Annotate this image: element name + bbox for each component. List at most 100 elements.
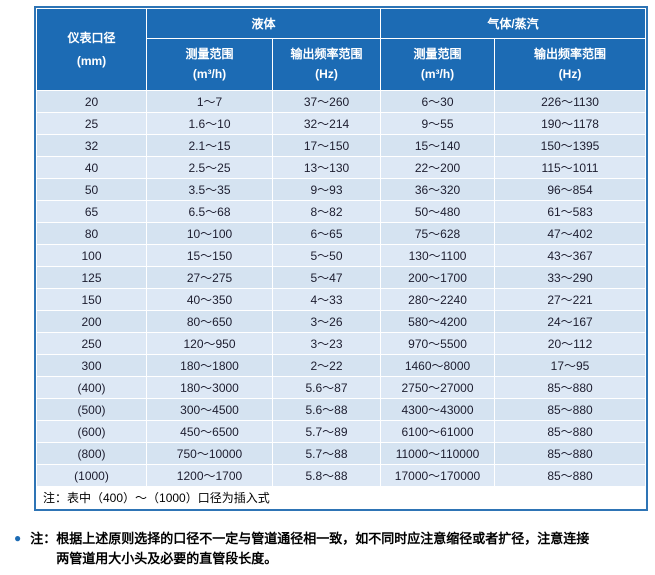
table-row: (600) 450～6500 5.7～89 6100～61000 85～880 [36, 420, 646, 443]
cell-liquid-range: 80～650 [146, 310, 273, 333]
cell-liquid-range: 450～6500 [146, 420, 273, 443]
cell-gas-freq: 226～1130 [494, 90, 646, 113]
cell-gas-range: 280～2240 [380, 288, 496, 311]
cell-liquid-range: 1.6～10 [146, 112, 273, 135]
header-liquid: 液体 [145, 8, 382, 39]
cell-gas-freq: 33～290 [494, 266, 646, 289]
header-caliber: 仪表口径 (mm) [36, 8, 147, 91]
table-row: 80 10～100 6～65 75～628 47～402 [36, 222, 646, 245]
table-row: (500) 300～4500 5.6～88 4300～43000 85～880 [36, 398, 646, 421]
cell-caliber: 125 [36, 266, 147, 289]
cell-liquid-range: 27～275 [146, 266, 273, 289]
cell-liquid-freq: 5.7～88 [271, 442, 382, 465]
flow-meter-spec-table: 仪表口径 (mm) 液体 气体/蒸汽 测量范围 (m³/h) 输出频率范围 (H… [34, 6, 648, 511]
cell-caliber: (500) [36, 398, 147, 421]
caliber-unit: (mm) [76, 53, 107, 68]
cell-gas-freq: 85～880 [494, 376, 646, 399]
cell-caliber: 65 [36, 200, 147, 223]
cell-caliber: 200 [36, 310, 147, 333]
cell-liquid-range: 180～3000 [146, 376, 273, 399]
cell-gas-freq: 85～880 [494, 420, 646, 443]
cell-liquid-freq: 4～33 [271, 288, 382, 311]
footnote-line2: 两管道用大小头及必要的直管段长度。 [56, 551, 278, 567]
cell-liquid-freq: 17～150 [271, 134, 382, 157]
header-liquid-measure-range: 测量范围 (m³/h) [146, 38, 273, 91]
header-gas-measure-range: 测量范围 (m³/h) [380, 38, 496, 91]
table-row: 300 180～1800 2～22 1460～8000 17～95 [36, 354, 646, 377]
table-row: (800) 750～10000 5.7～88 11000～110000 85～880 [36, 442, 646, 465]
cell-gas-freq: 115～1011 [494, 156, 646, 179]
caliber-label: 仪表口径 [67, 30, 116, 45]
header-row-top: 仪表口径 (mm) 液体 气体/蒸汽 [36, 8, 646, 91]
cell-liquid-range: 15～150 [146, 244, 273, 267]
cell-caliber: 100 [36, 244, 147, 267]
table-note: 注：表中（400）～（1000）口径为插入式 [36, 486, 646, 509]
cell-gas-range: 6～30 [380, 90, 496, 113]
cell-liquid-range: 40～350 [146, 288, 273, 311]
table-row: 40 2.5～25 13～130 22～200 115～1011 [36, 156, 646, 179]
cell-caliber: 150 [36, 288, 147, 311]
cell-gas-freq: 96～854 [494, 178, 646, 201]
cell-liquid-range: 180～1800 [146, 354, 273, 377]
table-row: 50 3.5～35 9～93 36～320 96～854 [36, 178, 646, 201]
cell-liquid-freq: 5.8～88 [271, 464, 382, 487]
cell-gas-range: 75～628 [380, 222, 496, 245]
table-row: 65 6.5～68 8～82 50～480 61～583 [36, 200, 646, 223]
cell-liquid-range: 6.5～68 [146, 200, 273, 223]
table-row: (400) 180～3000 5.6～87 2750～27000 85～880 [36, 376, 646, 399]
cell-gas-freq: 85～880 [494, 398, 646, 421]
cell-liquid-freq: 5.6～88 [271, 398, 382, 421]
cell-caliber: 250 [36, 332, 147, 355]
cell-gas-range: 15～140 [380, 134, 496, 157]
cell-liquid-range: 2.5～25 [146, 156, 273, 179]
cell-liquid-freq: 3～23 [271, 332, 382, 355]
table-row: 32 2.1～15 17～150 15～140 150～1395 [36, 134, 646, 157]
cell-caliber: (400) [36, 376, 147, 399]
header-row-sub: 测量范围 (m³/h) 输出频率范围 (Hz) 测量范围 (m³/h) 输出频率… [37, 38, 646, 91]
bullet-icon: ● [14, 531, 22, 545]
cell-liquid-range: 300～4500 [146, 398, 273, 421]
cell-liquid-freq: 5.6～87 [271, 376, 382, 399]
cell-caliber: 40 [36, 156, 147, 179]
cell-gas-freq: 190～1178 [494, 112, 646, 135]
cell-liquid-freq: 2～22 [271, 354, 382, 377]
table-note-row: 注：表中（400）～（1000）口径为插入式 [36, 486, 646, 509]
table-body: 20 1～7 37～260 6～30 226～1130 25 1.6～10 32～214 9～5… [36, 90, 646, 487]
cell-liquid-freq: 3～26 [271, 310, 382, 333]
cell-gas-range: 9～55 [380, 112, 496, 135]
cell-gas-range: 4300～43000 [380, 398, 496, 421]
cell-caliber: 50 [36, 178, 147, 201]
cell-liquid-freq: 9～93 [271, 178, 382, 201]
table-row: 200 80～650 3～26 580～4200 24～167 [36, 310, 646, 333]
cell-liquid-freq: 37～260 [271, 90, 382, 113]
cell-liquid-range: 2.1～15 [146, 134, 273, 157]
footnote: ● 注：根据上述原则选择的口径不一定与管道通径相一致，如不同时应注意缩径或者扩径… [14, 529, 641, 569]
cell-gas-freq: 61～583 [494, 200, 646, 223]
cell-liquid-freq: 5.7～89 [271, 420, 382, 443]
table-row: 250 120～950 3～23 970～5500 20～112 [36, 332, 646, 355]
header-gas-output-freq: 输出频率范围 (Hz) [494, 38, 646, 91]
cell-caliber: 20 [36, 90, 147, 113]
cell-liquid-freq: 5～47 [271, 266, 382, 289]
cell-liquid-range: 1200～1700 [146, 464, 273, 487]
cell-caliber: (1000) [36, 464, 147, 487]
table-row: 100 15～150 5～50 130～1100 43～367 [36, 244, 646, 267]
cell-liquid-freq: 32～214 [271, 112, 382, 135]
table-footer: 注：表中（400）～（1000）口径为插入式 [36, 486, 646, 509]
cell-gas-range: 130～1100 [380, 244, 496, 267]
cell-gas-freq: 43～367 [494, 244, 646, 267]
cell-gas-freq: 150～1395 [494, 134, 646, 157]
table-row: 150 40～350 4～33 280～2240 27～221 [36, 288, 646, 311]
spec-table: 仪表口径 (mm) 液体 气体/蒸汽 测量范围 (m³/h) 输出频率范围 (H… [36, 8, 646, 509]
cell-liquid-freq: 13～130 [271, 156, 382, 179]
cell-caliber: 80 [36, 222, 147, 245]
header-gas-steam: 气体/蒸汽 [380, 8, 646, 39]
table-row: 25 1.6～10 32～214 9～55 190～1178 [36, 112, 646, 135]
cell-caliber: 25 [36, 112, 147, 135]
cell-caliber: (800) [36, 442, 147, 465]
cell-liquid-freq: 5～50 [271, 244, 382, 267]
cell-liquid-range: 1～7 [146, 90, 273, 113]
cell-gas-freq: 17～95 [494, 354, 646, 377]
cell-gas-range: 22～200 [380, 156, 496, 179]
table-row: (1000) 1200～1700 5.8～88 17000～170000 85～880 [36, 464, 646, 487]
